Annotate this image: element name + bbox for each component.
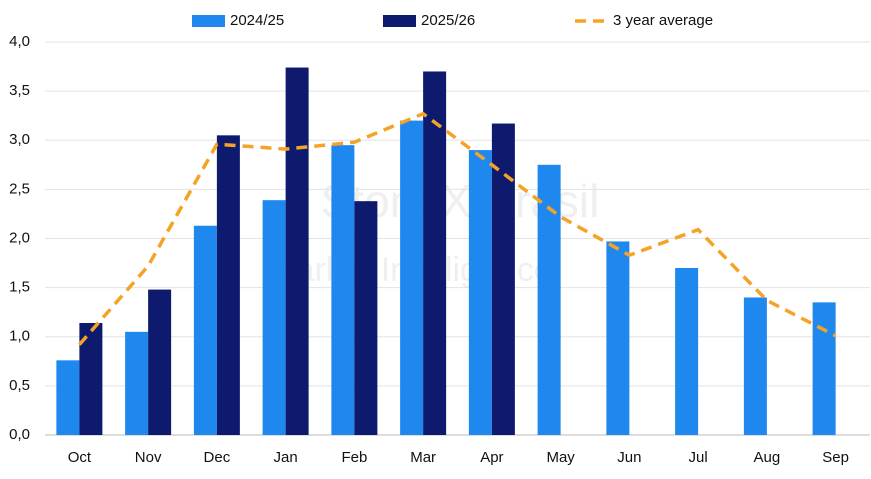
legend-label: 2024/25 — [230, 12, 284, 29]
x-tick-label: May — [546, 449, 575, 466]
y-tick-label: 3,0 — [9, 131, 30, 148]
y-tick-label: 1,5 — [9, 279, 30, 296]
bar — [285, 67, 309, 436]
y-tick-label: 1,0 — [9, 328, 30, 345]
bar — [216, 135, 240, 435]
bar — [423, 71, 447, 435]
bar — [331, 145, 355, 435]
bar — [354, 201, 378, 435]
bar — [812, 302, 836, 435]
x-tick-label: Apr — [480, 449, 503, 466]
legend-label: 3 year average — [613, 12, 713, 29]
bar — [491, 123, 515, 436]
x-tick-label: Dec — [204, 449, 231, 466]
y-tick-label: 3,5 — [9, 82, 30, 99]
bar — [262, 200, 286, 435]
bar — [606, 241, 630, 435]
bar — [148, 289, 172, 435]
bar — [675, 267, 699, 435]
x-tick-label: Aug — [754, 449, 781, 466]
bar — [125, 331, 149, 435]
bar — [193, 225, 217, 435]
bar — [468, 150, 492, 435]
bar — [56, 360, 80, 435]
bar — [400, 120, 424, 435]
x-tick-label: Oct — [68, 449, 92, 466]
x-tick-label: Jul — [689, 449, 708, 466]
bar — [537, 164, 561, 435]
x-tick-label: Jan — [274, 449, 298, 466]
y-tick-label: 4,0 — [9, 33, 30, 50]
legend-swatch — [192, 15, 225, 27]
bar — [743, 297, 767, 435]
x-tick-label: Sep — [822, 449, 849, 466]
x-tick-label: Nov — [135, 449, 162, 466]
legend-swatch — [383, 15, 416, 27]
line — [78, 111, 837, 346]
y-tick-label: 2,0 — [9, 229, 30, 246]
legend-label: 2025/26 — [421, 12, 475, 29]
y-tick-label: 0,5 — [9, 377, 30, 394]
y-tick-label: 2,5 — [9, 180, 30, 197]
bar — [79, 322, 103, 435]
x-tick-label: Mar — [410, 449, 436, 466]
y-tick-label: 0,0 — [9, 426, 30, 443]
x-tick-label: Feb — [341, 449, 367, 466]
plot: 0,0 0,5 1,0 1,5 2,0 2,5 3,0 3,5 4,0 Oct Nov Dec Jan F… — [9, 12, 870, 466]
x-tick-label: Jun — [617, 449, 641, 466]
